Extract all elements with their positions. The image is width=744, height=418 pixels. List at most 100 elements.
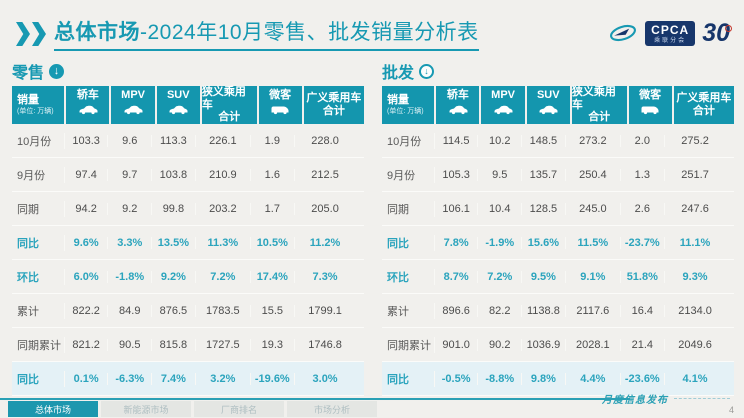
data-cell: 7.3% <box>312 270 338 283</box>
data-cell: 90.2 <box>478 338 523 351</box>
row-label: 同期累计 <box>382 336 435 353</box>
data-cell: 1727.5 <box>196 338 251 351</box>
data-cell: 113.3 <box>152 134 196 147</box>
data-cell: 1746.8 <box>308 338 342 351</box>
column-header: MPV <box>481 86 525 124</box>
data-cell: -0.5% <box>435 372 479 385</box>
data-cell: 226.1 <box>196 134 251 147</box>
section-title: 零售 <box>12 65 45 82</box>
row-label: 同比 <box>382 234 435 251</box>
data-cell: 4.4% <box>566 372 621 385</box>
data-cell: 203.2 <box>196 202 251 215</box>
tab-厂商排名[interactable]: 厂商排名 <box>194 401 284 417</box>
logo-group: CPCA 乘联分会 30 <box>608 18 732 47</box>
cpca-logo: CPCA 乘联分会 <box>645 20 696 46</box>
row-label: 环比 <box>12 268 65 285</box>
row-label: 同期累计 <box>12 336 65 353</box>
data-cell: 11.2% <box>309 236 341 249</box>
data-cell: 9.2% <box>152 270 196 283</box>
table-row: 同比 -0.5% -8.8% 9.8% 4.4% -23.6% 4.1% <box>382 362 734 396</box>
footer-divider <box>0 398 630 400</box>
tables-area: 零售 ↓ 销量 (单位: 万辆) 轿车 MPV SUV 狭义乘用车 合计 微客 广义乘用车 合计 10月… <box>12 60 734 396</box>
suv-icon <box>167 102 189 120</box>
data-cell: 17.4% <box>251 270 295 283</box>
data-cell: 876.5 <box>152 304 196 317</box>
tab-总体市场[interactable]: 总体市场 <box>8 401 98 417</box>
data-cell: 103.3 <box>65 134 109 147</box>
footer-note: 月度信息发布 <box>538 391 730 406</box>
data-cell: 15.6% <box>522 236 566 249</box>
anniversary-30-logo: 30 <box>702 18 732 47</box>
table-row: 9月份 105.3 9.5 135.7 250.4 1.3 251.7 <box>382 158 734 192</box>
column-header: 微客 <box>258 86 302 124</box>
double-chevron-icon <box>16 22 46 46</box>
table-row: 累计 822.2 84.9 876.5 1783.5 15.5 1799.1 <box>12 294 364 328</box>
data-cell: 8.7% <box>435 270 479 283</box>
data-cell: 275.2 <box>681 134 709 147</box>
data-cell: 105.3 <box>435 168 479 181</box>
column-header: 狭义乘用车 合计 <box>571 86 627 124</box>
data-cell: -23.6% <box>621 372 665 385</box>
tab-新能源市场[interactable]: 新能源市场 <box>101 401 191 417</box>
data-cell: -1.8% <box>108 270 153 283</box>
data-cell: 51.8% <box>621 270 665 283</box>
data-cell: 9.6% <box>65 236 109 249</box>
data-cell: 1.3 <box>621 168 665 181</box>
page-title-bold: 总体市场 <box>54 20 140 44</box>
table-row: 9月份 97.4 9.7 103.8 210.9 1.6 212.5 <box>12 158 364 192</box>
row-label: 累计 <box>12 302 65 319</box>
column-header: 狭义乘用车 合计 <box>201 86 257 124</box>
data-cell: 2.0 <box>621 134 665 147</box>
column-header: 广义乘用车 合计 <box>673 86 734 124</box>
data-cell: 11.5% <box>566 236 621 249</box>
data-cell: 10.2 <box>478 134 523 147</box>
data-cell: 815.8 <box>152 338 196 351</box>
cpca-logo-subtext: 乘联分会 <box>654 37 687 44</box>
data-cell: 15.5 <box>251 304 295 317</box>
retail-table-panel: 零售 ↓ 销量 (单位: 万辆) 轿车 MPV SUV 狭义乘用车 合计 微客 广义乘用车 合计 10月… <box>12 60 364 396</box>
column-header: 轿车 <box>436 86 480 124</box>
data-cell: 1783.5 <box>196 304 251 317</box>
table-row: 同期 106.1 10.4 128.5 245.0 2.6 247.6 <box>382 192 734 226</box>
data-cell: 103.8 <box>152 168 196 181</box>
data-cell: 251.7 <box>681 168 709 181</box>
data-cell: 273.2 <box>566 134 621 147</box>
data-cell: 90.5 <box>108 338 153 351</box>
mpv-icon <box>122 102 144 120</box>
table-row: 同期 94.2 9.2 99.8 203.2 1.7 205.0 <box>12 192 364 226</box>
data-cell: -6.3% <box>108 372 153 385</box>
data-cell: 7.2% <box>478 270 523 283</box>
data-cell: 1.6 <box>251 168 295 181</box>
page-title: 总体市场-2024年10月零售、批发销量分析表 <box>54 16 479 51</box>
data-cell: 10.5% <box>251 236 295 249</box>
data-cell: 3.3% <box>108 236 153 249</box>
column-header: SUV <box>156 86 200 124</box>
data-cell: 21.4 <box>621 338 665 351</box>
column-header: 广义乘用车 合计 <box>303 86 364 124</box>
column-header: 销量 (单位: 万辆) <box>382 86 435 124</box>
data-cell: 9.5 <box>478 168 523 181</box>
data-cell: 9.1% <box>566 270 621 283</box>
row-label: 累计 <box>382 302 435 319</box>
table-row: 10月份 114.5 10.2 148.5 273.2 2.0 275.2 <box>382 124 734 158</box>
row-label: 10月份 <box>382 132 435 149</box>
data-cell: 821.2 <box>65 338 109 351</box>
data-cell: 228.0 <box>311 134 339 147</box>
row-label: 10月份 <box>12 132 65 149</box>
data-cell: 896.6 <box>435 304 479 317</box>
data-cell: 9.7 <box>108 168 153 181</box>
column-header: 轿车 <box>66 86 110 124</box>
column-header: 销量 (单位: 万辆) <box>12 86 65 124</box>
row-label: 同比 <box>12 234 65 251</box>
footer-note-text: 月度信息发布 <box>602 395 668 406</box>
data-cell: 2049.6 <box>678 338 712 351</box>
sedan-icon <box>447 102 469 120</box>
column-header: SUV <box>526 86 570 124</box>
data-cell: 82.2 <box>478 304 523 317</box>
table-row: 同期累计 901.0 90.2 1036.9 2028.1 21.4 2049.6 <box>382 328 734 362</box>
data-cell: 9.8% <box>522 372 566 385</box>
tab-市场分析[interactable]: 市场分析 <box>287 401 377 417</box>
table-row: 同比 0.1% -6.3% 7.4% 3.2% -19.6% 3.0% <box>12 362 364 396</box>
data-cell: 3.0% <box>312 372 338 385</box>
